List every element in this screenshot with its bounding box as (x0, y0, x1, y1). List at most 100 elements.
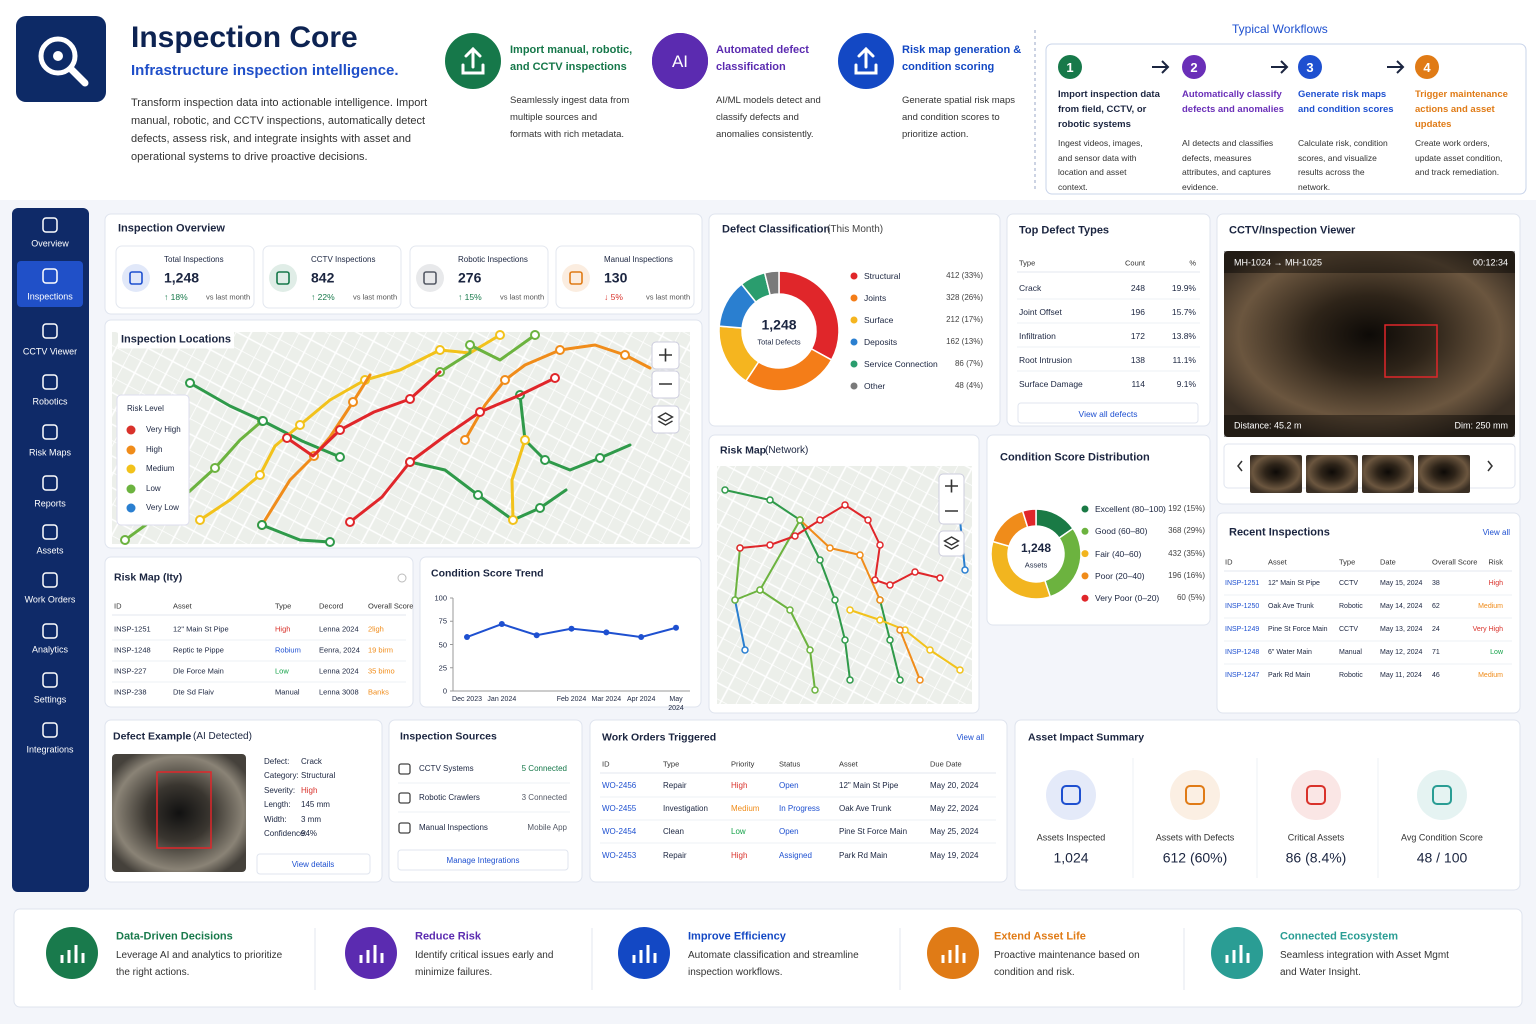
table-cell: High (731, 851, 748, 861)
link[interactable]: View all (956, 733, 984, 743)
thumbnail[interactable] (1250, 455, 1302, 493)
legend-item: Good (60–80) (1095, 526, 1148, 537)
link-button[interactable] (256, 853, 371, 875)
legend-item: Low (146, 484, 161, 494)
nav-item[interactable]: Risk Maps (28, 447, 72, 458)
table-cell: 114 (1131, 378, 1145, 389)
stat-note: vs last month (353, 292, 398, 302)
table-cell: 15.7% (1171, 306, 1196, 317)
impact-icon (1170, 770, 1220, 820)
table-cell: 19.9% (1171, 282, 1196, 293)
table-cell: WO-2453 (602, 851, 637, 861)
app-description: Transform inspection data into actionabl… (131, 97, 428, 163)
map-node (871, 576, 879, 584)
data-label: 432 (35%) (1168, 548, 1205, 558)
sources-panel (388, 719, 583, 883)
table-cell: Repair (663, 851, 687, 861)
legend-item: Service Connection (864, 358, 938, 369)
column-header: ID (602, 759, 610, 769)
trend-point (533, 632, 540, 639)
text: Robotic Inspections (458, 255, 528, 265)
nav-item[interactable]: Overview (31, 238, 69, 249)
zoom-glyph (945, 479, 958, 512)
step-arrow (1152, 60, 1170, 74)
nav-item[interactable]: Integrations (26, 744, 74, 755)
table-cell: INSP-1251 (114, 624, 151, 634)
table-cell: Root Intrusion (1019, 354, 1072, 365)
nav-item[interactable]: CCTV Viewer (22, 346, 78, 357)
thumbnail[interactable] (1418, 455, 1470, 493)
legend-item: High (146, 445, 163, 455)
recent-panel (1216, 512, 1521, 714)
stat-card (262, 245, 402, 309)
legend-swatch (1081, 505, 1089, 513)
button[interactable]: Manage Integrations (446, 856, 520, 866)
link-button[interactable] (397, 849, 569, 871)
nav-item[interactable]: Analytics (31, 644, 69, 655)
text: Crack (301, 757, 322, 767)
stat-note: vs last month (500, 292, 545, 302)
text: Distance: 45.2 m (1234, 420, 1302, 431)
app-subtitle: Infrastructure inspection intelligence. (131, 62, 399, 79)
layers-button[interactable] (938, 530, 965, 557)
benefit-title: Improve Efficiency (688, 930, 786, 943)
stat-change: ↑ 22% (311, 291, 335, 302)
map-node (210, 463, 220, 473)
map-node (816, 516, 824, 524)
link[interactable]: View all (1482, 528, 1510, 538)
video-frame (1224, 251, 1515, 437)
nav-item[interactable]: Reports (34, 498, 66, 509)
detection-box (1384, 324, 1438, 378)
map-node (806, 646, 814, 654)
text: Assets Inspected (1036, 832, 1106, 843)
button[interactable]: View details (291, 860, 335, 870)
table-cell: Eenra, 2024 (319, 645, 360, 655)
layers-button[interactable] (651, 405, 680, 434)
map-node (620, 350, 630, 360)
zoom-glyph (659, 348, 672, 385)
nav-item[interactable]: Work Orders (24, 594, 76, 605)
column-header: Asset (839, 759, 858, 769)
x-tick-label: Apr 2024 (626, 696, 656, 703)
trend-point (498, 621, 505, 628)
workflow-box (1045, 43, 1527, 195)
map-node (876, 541, 884, 549)
feature-badge: AI (672, 52, 688, 71)
logo-icon (53, 51, 63, 61)
table-cell: Medium (731, 804, 760, 814)
map-node (841, 636, 849, 644)
panel-title: Asset Impact Summary (1028, 731, 1145, 744)
thumbnail[interactable] (1306, 455, 1358, 493)
map-node (540, 455, 550, 465)
feature-text: AI/ML models detect and classify defects… (716, 95, 821, 140)
panel-title: Defect Example (113, 730, 192, 743)
prev-button[interactable] (1237, 460, 1243, 472)
nav-item[interactable]: Robotics (32, 396, 68, 407)
next-button[interactable] (1487, 460, 1493, 472)
table-cell: May 20, 2024 (930, 781, 979, 791)
table-cell: 6" Water Main (1268, 648, 1312, 656)
link-button[interactable] (1017, 402, 1199, 424)
map-node (595, 453, 605, 463)
nav-item[interactable]: Inspections (27, 291, 73, 302)
column-header: Type (1339, 557, 1356, 567)
column-header: Type (275, 601, 292, 611)
column-header: Type (663, 759, 680, 769)
legend-swatch (1081, 572, 1089, 580)
text: Robotic Crawlers (419, 793, 480, 803)
map-node (731, 596, 739, 604)
thumbnail[interactable] (1362, 455, 1414, 493)
column-header: Count (1124, 258, 1145, 268)
feature-text: Seamlessly ingest data from multiple sou… (510, 95, 630, 140)
map-node (405, 394, 415, 404)
table-cell: Assigned (779, 851, 812, 861)
table-cell: 11.1% (1172, 354, 1196, 365)
legend-item: Very Low (146, 503, 179, 513)
map-line (799, 519, 881, 601)
layers-glyph (657, 412, 674, 426)
nav-item[interactable]: Settings (33, 694, 67, 705)
table-cell: Clean (663, 827, 684, 837)
nav-item[interactable]: Assets (36, 545, 64, 556)
step-number: 3 (1306, 60, 1313, 75)
link[interactable]: View all defects (1078, 408, 1138, 419)
